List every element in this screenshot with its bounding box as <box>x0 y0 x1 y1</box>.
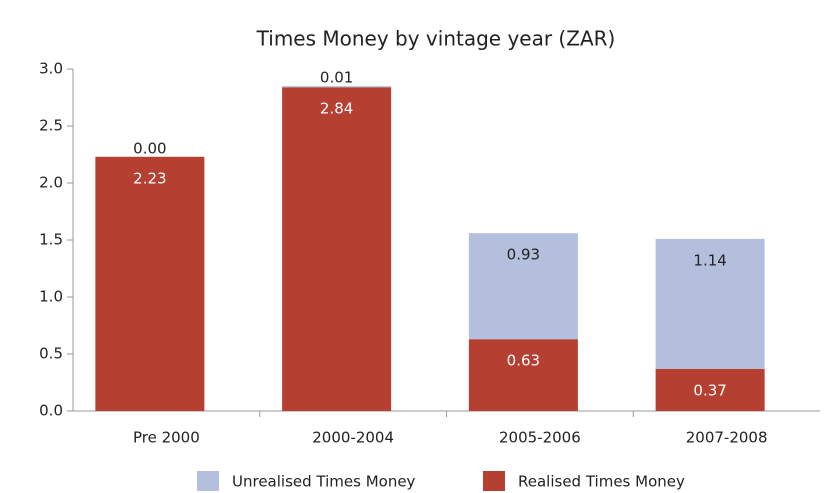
bar-segment <box>655 238 765 369</box>
data-label: 0.93 <box>507 246 540 264</box>
y-tick-label: 1.5 <box>39 231 63 249</box>
y-tick-label: 1.0 <box>39 288 63 306</box>
x-tick-label: Pre 2000 <box>133 429 200 447</box>
x-tick-label: 2000-2004 <box>312 429 394 447</box>
chart-title: Times Money by vintage year (ZAR) <box>256 27 616 51</box>
x-tick-label: 2005-2006 <box>499 429 581 447</box>
bar-segment <box>95 156 205 411</box>
legend-label: Realised Times Money <box>518 473 685 491</box>
bar-segment <box>655 368 765 411</box>
legend-label: Unrealised Times Money <box>232 473 416 491</box>
bar-segment <box>282 87 392 412</box>
data-label: 0.37 <box>693 381 726 399</box>
legend-swatch <box>483 471 505 491</box>
y-tick-label: 3.0 <box>39 60 63 78</box>
bar-segment <box>282 86 392 88</box>
data-label: 2.23 <box>133 169 166 187</box>
bar-segment <box>468 233 578 340</box>
y-tick-label: 2.5 <box>39 117 63 135</box>
legend-swatch <box>197 471 219 491</box>
data-label: 0.00 <box>133 139 166 157</box>
y-tick-label: 0.5 <box>39 345 63 363</box>
data-label: 0.63 <box>507 352 540 370</box>
x-tick-label: 2007-2008 <box>686 429 768 447</box>
data-label: 1.14 <box>693 251 726 269</box>
data-label: 0.01 <box>320 69 353 87</box>
y-tick-label: 2.0 <box>39 174 63 192</box>
y-tick-label: 0.0 <box>39 402 63 420</box>
bar-segment <box>468 339 578 411</box>
data-label: 2.84 <box>320 100 353 118</box>
